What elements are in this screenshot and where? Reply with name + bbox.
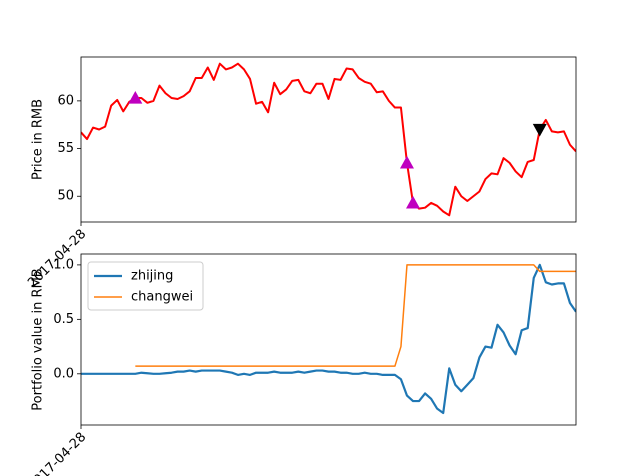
legend-label: changwei [131,290,193,305]
y-axis-label: Portfolio value in RMB [31,268,46,410]
y-tick-label: 0.0 [53,366,74,381]
y-axis-label: Price in RMB [31,99,46,180]
legend-box [87,261,204,311]
axes-frame [80,253,577,426]
y-tick-label: 0.5 [53,312,74,327]
trade-marker [532,123,547,137]
trade-marker [128,91,143,104]
y-tick-label: 1.0 [53,257,74,272]
y-tick-label: 60 [57,93,74,108]
series-line [81,263,576,415]
y-tick-label: 50 [57,189,74,204]
series-line [81,62,576,217]
y-tick-label: 55 [57,141,74,156]
legend-label: zhijing [131,269,173,284]
trade-marker [406,195,421,209]
axes-frame [80,56,577,223]
trade-marker [399,155,414,169]
series-line [135,264,576,367]
